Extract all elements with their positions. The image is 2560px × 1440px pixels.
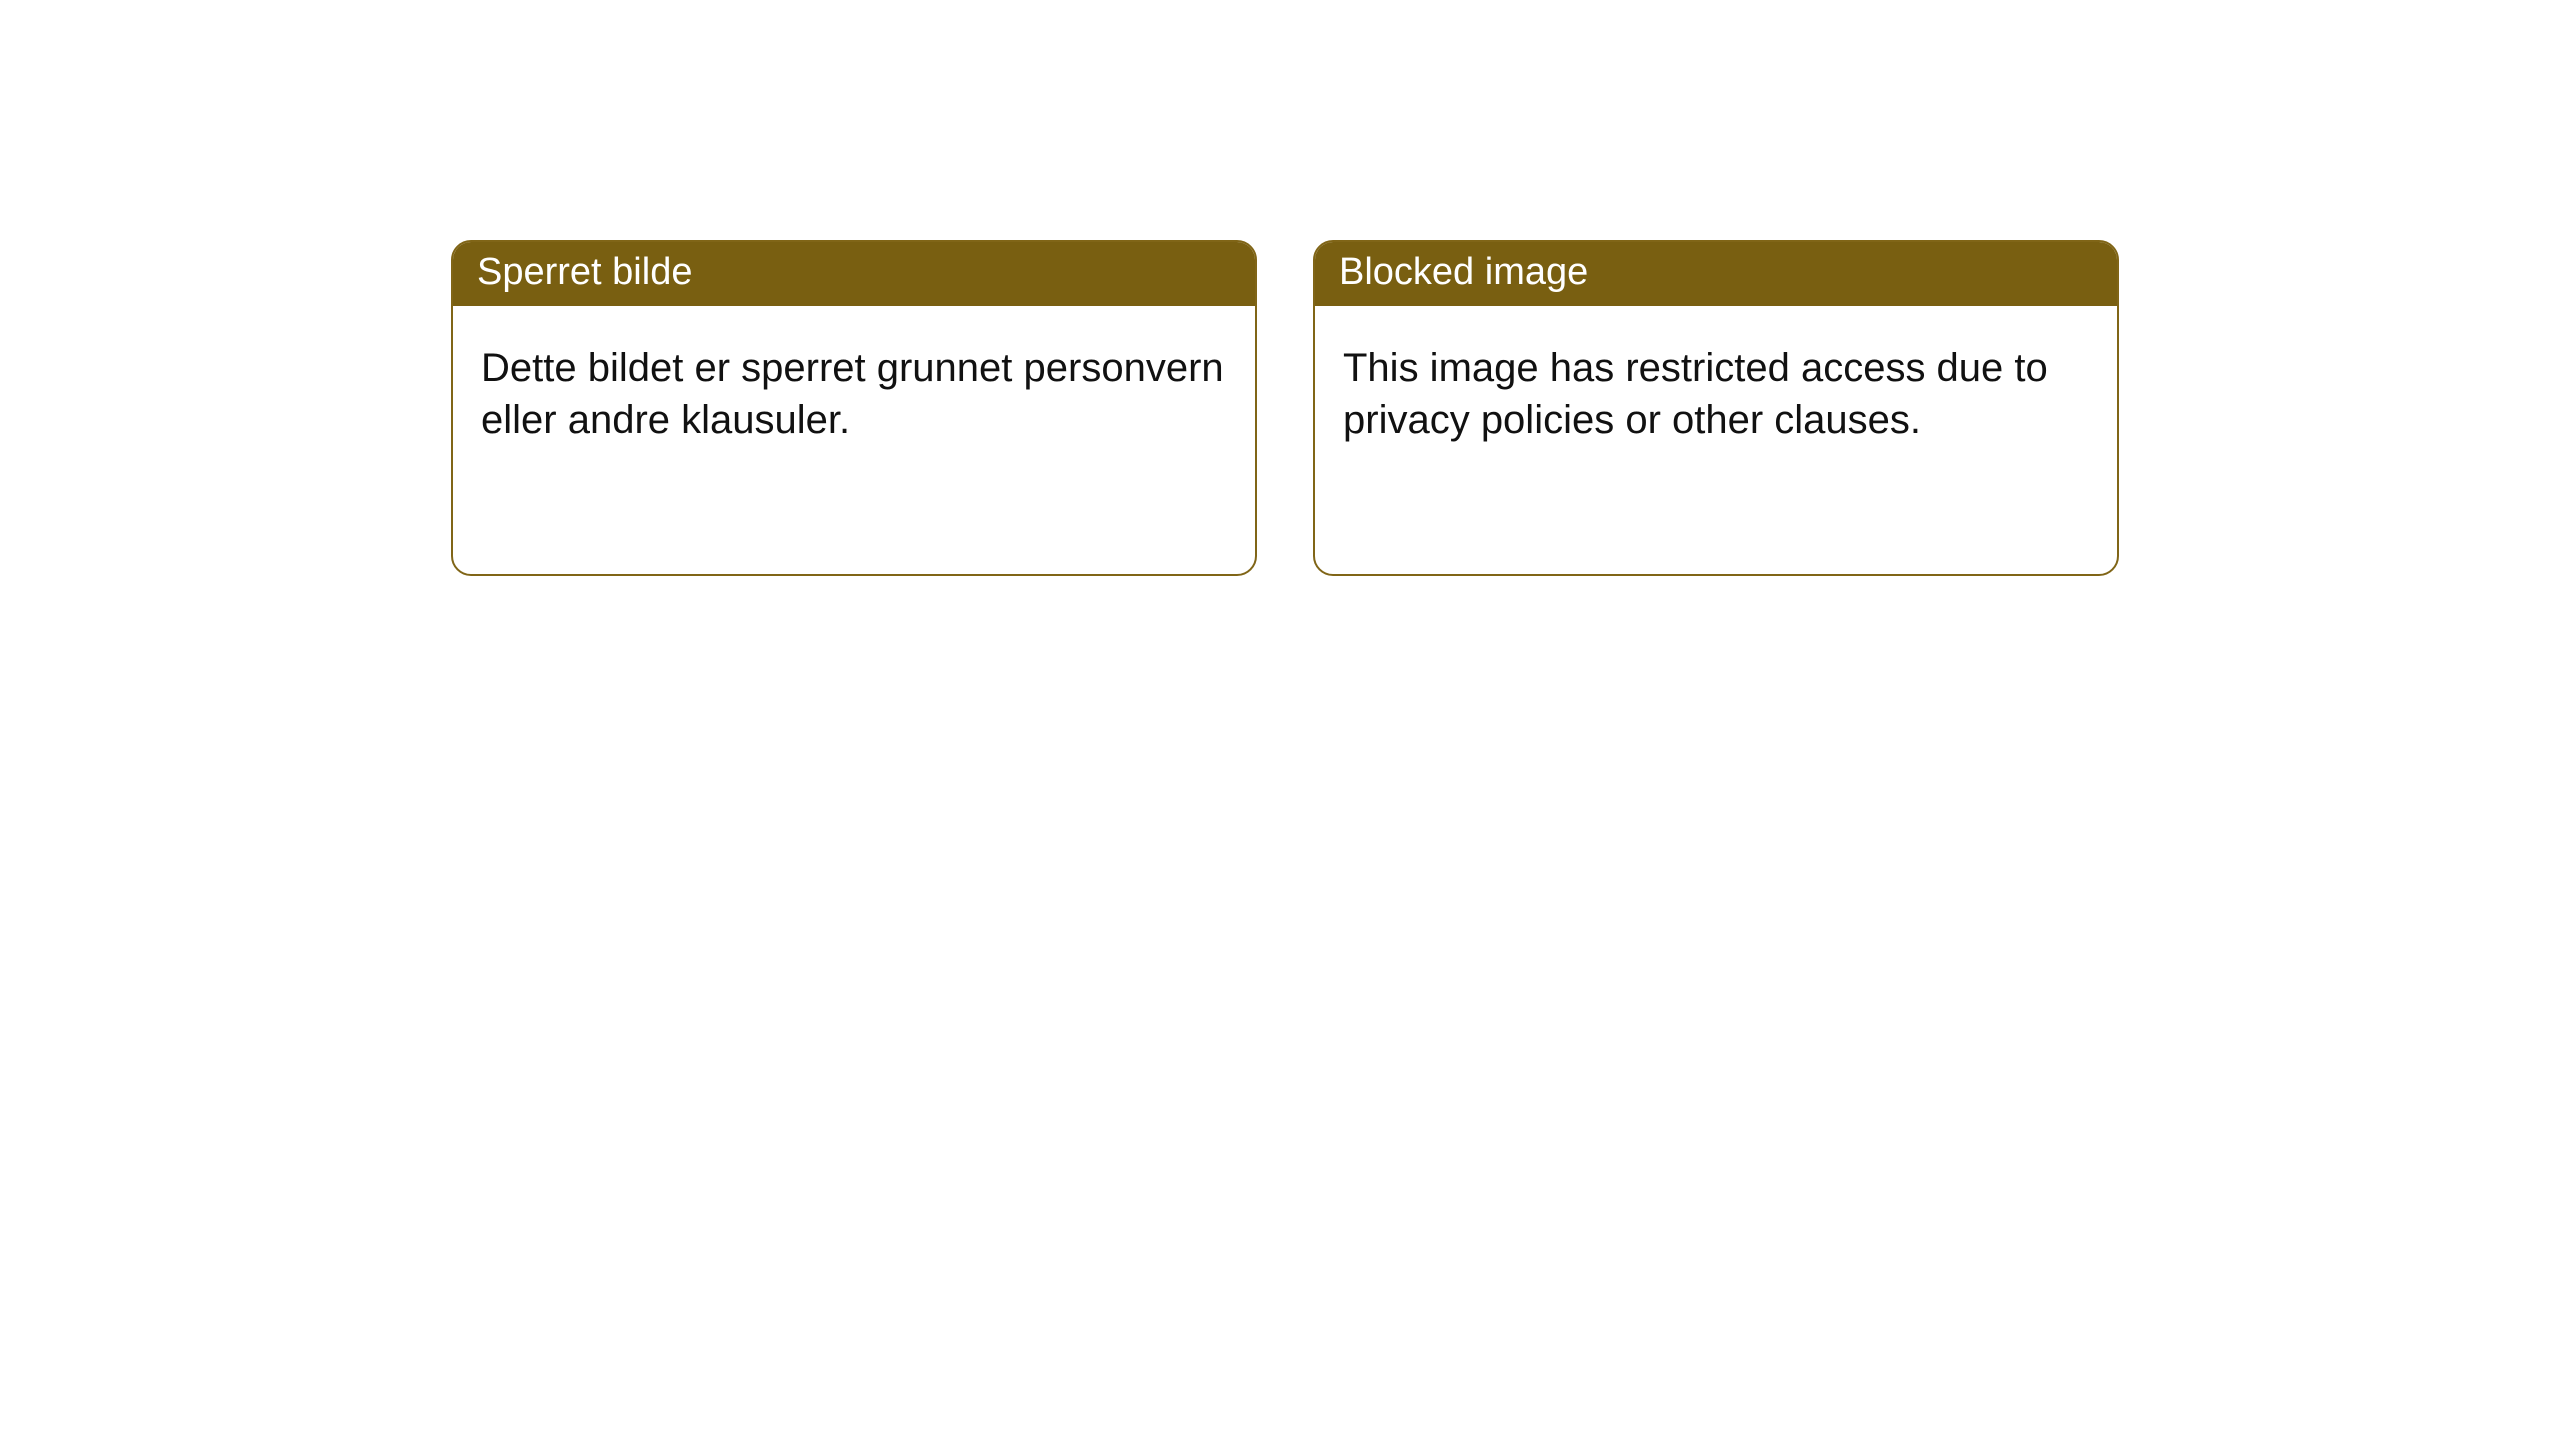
card-body-english: This image has restricted access due to …: [1315, 306, 2117, 482]
notice-card-english: Blocked image This image has restricted …: [1313, 240, 2119, 576]
card-header-english: Blocked image: [1315, 242, 2117, 306]
notice-container: Sperret bilde Dette bildet er sperret gr…: [0, 0, 2560, 576]
card-body-norwegian: Dette bildet er sperret grunnet personve…: [453, 306, 1255, 482]
card-header-norwegian: Sperret bilde: [453, 242, 1255, 306]
notice-card-norwegian: Sperret bilde Dette bildet er sperret gr…: [451, 240, 1257, 576]
